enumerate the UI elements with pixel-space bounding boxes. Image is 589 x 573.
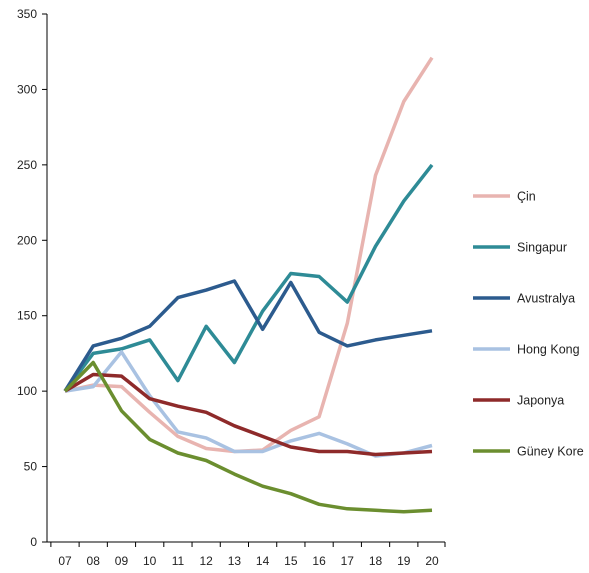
- x-tick-label: 15: [284, 554, 298, 568]
- x-tick-label: 18: [369, 554, 383, 568]
- legend: Çin Singapur Avustralya Hong Kong Japonya Gün…: [473, 190, 584, 459]
- x-tick-label: 11: [172, 554, 185, 568]
- series-line-3: [63, 279, 433, 393]
- y-tick-label: 200: [17, 233, 37, 247]
- series-line-4: [64, 350, 433, 458]
- legend-label: Hong Kong: [517, 343, 580, 357]
- series-line-6: [63, 360, 433, 514]
- legend-label: Güney Kore: [517, 445, 584, 459]
- y-tick-label: 150: [17, 309, 37, 323]
- x-tick-label: 16: [312, 554, 326, 568]
- legend-label: Japonya: [517, 394, 564, 408]
- y-tick-label: 300: [17, 82, 37, 96]
- x-axis: 07 08 09 10 11 12 13 14 15 16 17 18 19 20: [47, 541, 446, 568]
- series-line-2: [63, 163, 434, 393]
- x-tick-label: 07: [58, 554, 72, 568]
- x-tick-label: 08: [87, 554, 101, 568]
- y-tick-label: 0: [30, 535, 37, 549]
- x-tick-label: 19: [397, 554, 411, 568]
- series-line-5: [64, 372, 433, 457]
- legend-label: Çin: [517, 190, 536, 204]
- x-tick-label: 13: [228, 554, 242, 568]
- x-tick-label: 10: [143, 554, 157, 568]
- x-tick-label: 14: [256, 554, 270, 568]
- series-line-1: [64, 56, 434, 454]
- y-tick-label: 100: [17, 384, 37, 398]
- legend-label: Singapur: [517, 241, 567, 255]
- legend-label: Avustralya: [517, 292, 575, 306]
- series-lines: [63, 56, 434, 514]
- x-tick-label: 09: [115, 554, 129, 568]
- x-tick-label: 17: [341, 554, 355, 568]
- x-tick-label: 12: [199, 554, 213, 568]
- y-tick-label: 350: [17, 7, 37, 21]
- y-tick-label: 250: [17, 158, 37, 172]
- y-axis: 0 50 100 150 200 250 300 350: [17, 7, 48, 549]
- y-tick-label: 50: [24, 460, 38, 474]
- x-tick-label: 20: [425, 554, 439, 568]
